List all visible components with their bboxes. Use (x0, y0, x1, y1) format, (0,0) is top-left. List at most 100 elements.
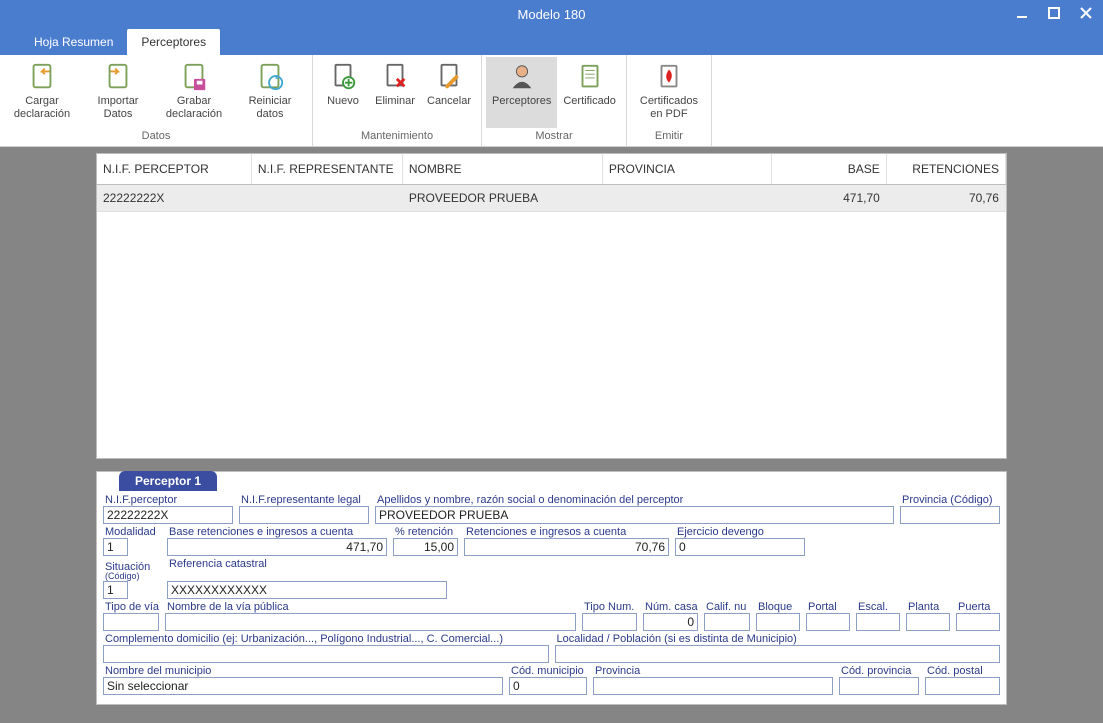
puerta-input[interactable] (956, 613, 1000, 631)
close-button[interactable] (1075, 3, 1097, 23)
label-apellidos: Apellidos y nombre, razón social o denom… (375, 494, 894, 506)
cell-nif: 22222222X (97, 185, 252, 211)
label-situacion-sub: (Código) (103, 571, 161, 581)
document-arrow-right-icon (103, 61, 133, 93)
importar-datos-button[interactable]: Importar Datos (80, 57, 156, 128)
apellidos-input[interactable] (375, 506, 894, 524)
label-tipo-num: Tipo Num. (582, 601, 637, 613)
ribbon-group-emitir: Certificados en PDF Emitir (627, 55, 712, 146)
table-row[interactable]: 22222222X PROVEEDOR PRUEBA 471,70 70,76 (97, 185, 1006, 212)
cod-provincia-input[interactable] (839, 677, 919, 695)
col-base[interactable]: BASE (772, 154, 887, 184)
document-refresh-icon (255, 61, 285, 93)
retenciones-input[interactable] (464, 538, 669, 556)
base-retenciones-input[interactable] (167, 538, 387, 556)
label-ejercicio-devengo: Ejercicio devengo (675, 526, 805, 538)
cargar-declaracion-button[interactable]: Cargar declaración (4, 57, 80, 128)
label-escal: Escal. (856, 601, 900, 613)
label-num-casa: Núm. casa (643, 601, 698, 613)
tipo-via-input[interactable] (103, 613, 159, 631)
document-arrow-left-icon (27, 61, 57, 93)
label-bloque: Bloque (756, 601, 800, 613)
calif-nu-input[interactable] (704, 613, 750, 631)
label-base-retenciones: Base retenciones e ingresos a cuenta (167, 526, 387, 538)
nombre-via-input[interactable] (165, 613, 576, 631)
label-nombre-municipio: Nombre del municipio (103, 665, 503, 677)
cell-prov (603, 185, 772, 211)
provincia-codigo-input[interactable] (900, 506, 1000, 524)
tabstrip: Hoja Resumen Perceptores (0, 28, 1103, 55)
label-nif-representante: N.I.F.representante legal (239, 494, 369, 506)
col-nif-representante[interactable]: N.I.F. REPRESENTANTE (252, 154, 403, 184)
portal-input[interactable] (806, 613, 850, 631)
person-icon (507, 61, 537, 93)
certificado-button[interactable]: Certificado (557, 57, 622, 128)
cell-nombre: PROVEEDOR PRUEBA (403, 185, 603, 211)
tipo-num-input[interactable] (582, 613, 637, 631)
label-portal: Portal (806, 601, 850, 613)
col-nif-perceptor[interactable]: N.I.F. PERCEPTOR (97, 154, 252, 184)
document-save-icon (179, 61, 209, 93)
cell-base: 471,70 (772, 185, 887, 211)
nombre-municipio-input[interactable] (103, 677, 503, 695)
label-pct-retencion: % retención (393, 526, 458, 538)
label-localidad: Localidad / Población (si es distinta de… (555, 633, 1001, 645)
ribbon-group-mantenimiento: Nuevo Eliminar Cancelar Mantenimiento (313, 55, 482, 146)
label-provincia-codigo: Provincia (Código) (900, 494, 1000, 506)
label-planta: Planta (906, 601, 950, 613)
label-nombre-via: Nombre de la vía pública (165, 601, 576, 613)
label-tipo-via: Tipo de vía (103, 601, 159, 613)
cod-municipio-input[interactable] (509, 677, 587, 695)
minimize-button[interactable] (1011, 3, 1033, 23)
certificate-icon (575, 61, 605, 93)
document-delete-icon (380, 61, 410, 93)
col-retenciones[interactable]: RETENCIONES (887, 154, 1006, 184)
perceptor-detail-panel: Perceptor 1 N.I.F.perceptor N.I.F.repres… (96, 471, 1007, 705)
grid-header: N.I.F. PERCEPTOR N.I.F. REPRESENTANTE NO… (97, 154, 1006, 185)
ribbon-group-datos: Cargar declaración Importar Datos Grabar… (0, 55, 313, 146)
ejercicio-devengo-input[interactable] (675, 538, 805, 556)
label-provincia: Provincia (593, 665, 833, 677)
num-casa-input[interactable] (643, 613, 698, 631)
ribbon: Cargar declaración Importar Datos Grabar… (0, 55, 1103, 147)
bloque-input[interactable] (756, 613, 800, 631)
nuevo-button[interactable]: Nuevo (317, 57, 369, 128)
grabar-declaracion-button[interactable]: Grabar declaración (156, 57, 232, 128)
cell-ret: 70,76 (887, 185, 1006, 211)
complemento-input[interactable] (103, 645, 549, 663)
nif-representante-input[interactable] (239, 506, 369, 524)
label-calif-nu: Calif. nu (704, 601, 750, 613)
provincia-input[interactable] (593, 677, 833, 695)
titlebar: Modelo 180 (0, 0, 1103, 28)
reiniciar-datos-button[interactable]: Reiniciar datos (232, 57, 308, 128)
ref-catastral-input[interactable] (167, 581, 447, 599)
pdf-icon (654, 61, 684, 93)
situacion-input[interactable] (103, 581, 128, 599)
cod-postal-input[interactable] (925, 677, 1000, 695)
col-provincia[interactable]: PROVINCIA (603, 154, 772, 184)
modalidad-input[interactable] (103, 538, 128, 556)
cancelar-button[interactable]: Cancelar (421, 57, 477, 128)
cell-rep (252, 185, 403, 211)
col-nombre[interactable]: NOMBRE (403, 154, 603, 184)
eliminar-button[interactable]: Eliminar (369, 57, 421, 128)
escal-input[interactable] (856, 613, 900, 631)
label-modalidad: Modalidad (103, 526, 161, 538)
label-cod-municipio: Cód. municipio (509, 665, 587, 677)
tab-hoja-resumen[interactable]: Hoja Resumen (20, 29, 127, 55)
planta-input[interactable] (906, 613, 950, 631)
label-puerta: Puerta (956, 601, 1000, 613)
label-ref-catastral: Referencia catastral (167, 558, 447, 570)
localidad-input[interactable] (555, 645, 1001, 663)
pct-retencion-input[interactable] (393, 538, 458, 556)
label-retenciones: Retenciones e ingresos a cuenta (464, 526, 669, 538)
tab-perceptores[interactable]: Perceptores (127, 29, 220, 55)
certificados-pdf-button[interactable]: Certificados en PDF (631, 57, 707, 128)
label-complemento: Complemento domicilio (ej: Urbanización.… (103, 633, 549, 645)
document-plus-icon (328, 61, 358, 93)
perceptores-button[interactable]: Perceptores (486, 57, 557, 128)
maximize-button[interactable] (1043, 3, 1065, 23)
document-edit-cancel-icon (434, 61, 464, 93)
nif-perceptor-input[interactable] (103, 506, 233, 524)
ribbon-group-title: Mantenimiento (361, 128, 433, 144)
